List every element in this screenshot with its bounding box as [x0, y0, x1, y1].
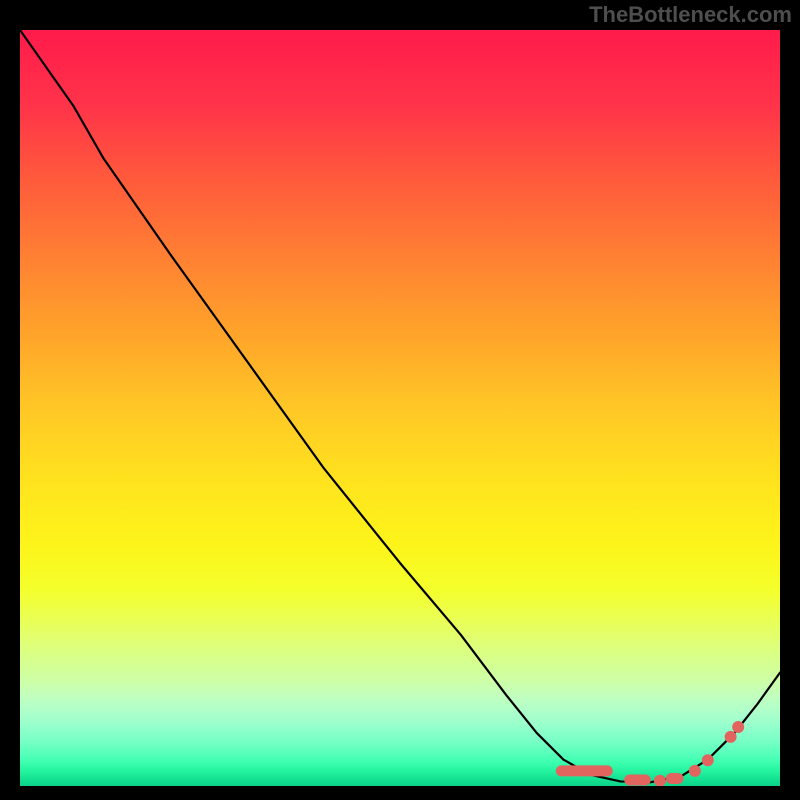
marker-point — [689, 765, 701, 777]
chart-svg — [20, 30, 780, 786]
marker-bar — [624, 774, 651, 785]
marker-bar — [556, 765, 613, 776]
chart-plot-area — [20, 30, 780, 786]
marker-point — [702, 754, 714, 766]
watermark-text: TheBottleneck.com — [589, 2, 792, 28]
marker-bar — [666, 773, 683, 784]
marker-point — [725, 731, 737, 743]
gradient-background — [20, 30, 780, 786]
marker-point — [732, 721, 744, 733]
